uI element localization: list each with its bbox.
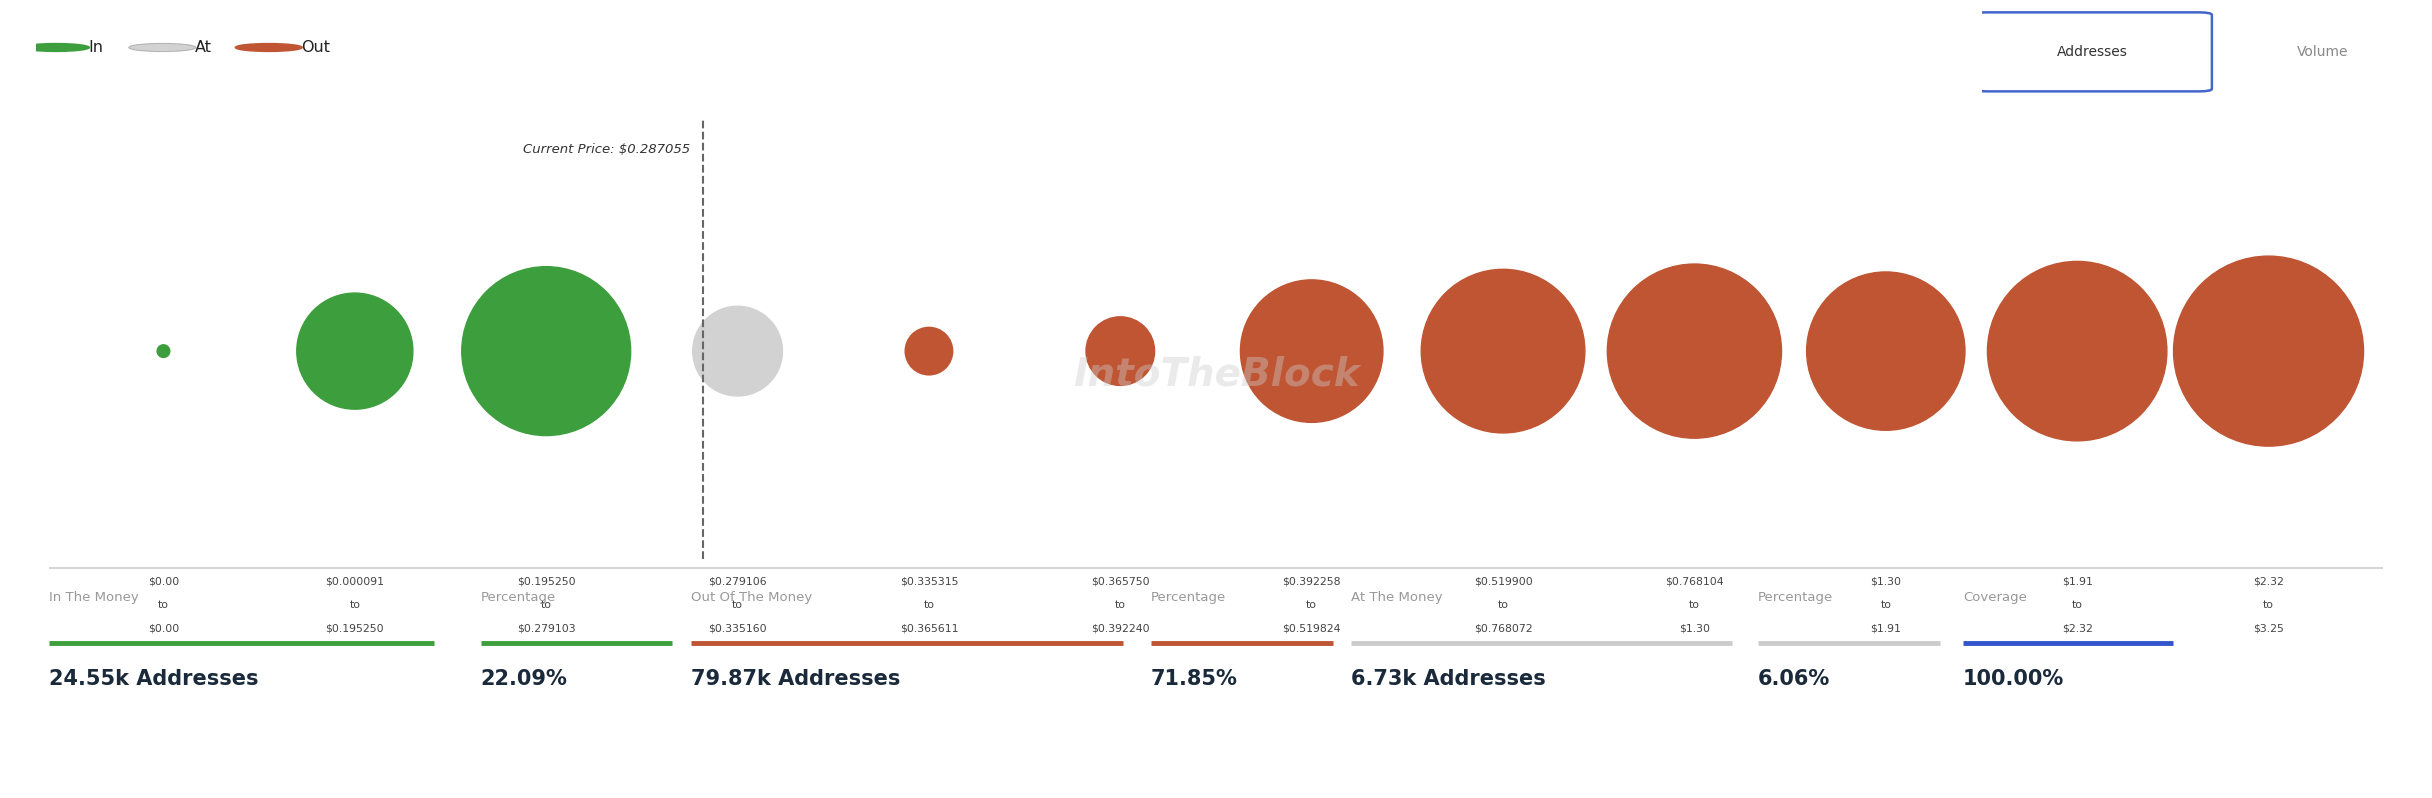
Text: $0.768072: $0.768072: [1474, 623, 1532, 633]
Ellipse shape: [297, 293, 413, 409]
Ellipse shape: [1087, 317, 1155, 385]
Ellipse shape: [1240, 280, 1384, 422]
Text: to: to: [540, 600, 552, 610]
Text: $0.195250: $0.195250: [326, 623, 384, 633]
Text: In: In: [88, 40, 102, 55]
Circle shape: [236, 44, 302, 51]
Text: Percentage: Percentage: [1150, 591, 1226, 604]
Text: $0.519900: $0.519900: [1474, 577, 1532, 587]
Text: $0.279103: $0.279103: [518, 623, 576, 633]
Text: $0.195250: $0.195250: [518, 577, 576, 587]
Text: $0.392258: $0.392258: [1282, 577, 1340, 587]
Ellipse shape: [1608, 264, 1783, 438]
Text: $0.000091: $0.000091: [326, 577, 384, 587]
Text: In The Money: In The Money: [49, 591, 139, 604]
Text: $0.335315: $0.335315: [900, 577, 958, 587]
Circle shape: [129, 44, 195, 51]
FancyBboxPatch shape: [1975, 13, 2213, 92]
Text: $0.279106: $0.279106: [708, 577, 766, 587]
Text: to: to: [924, 600, 934, 610]
Text: to: to: [1498, 600, 1508, 610]
Text: $0.768104: $0.768104: [1666, 577, 1724, 587]
Text: $0.392240: $0.392240: [1092, 623, 1150, 633]
Text: to: to: [1880, 600, 1892, 610]
Text: to: to: [158, 600, 168, 610]
Text: Volume: Volume: [2296, 45, 2349, 59]
Text: $0.519824: $0.519824: [1282, 623, 1340, 633]
Text: $3.25: $3.25: [2252, 623, 2284, 633]
Ellipse shape: [158, 345, 170, 358]
Text: Out: Out: [302, 40, 331, 55]
Ellipse shape: [1987, 262, 2167, 440]
Text: Out Of The Money: Out Of The Money: [691, 591, 812, 604]
Ellipse shape: [905, 327, 953, 375]
Text: $0.365750: $0.365750: [1092, 577, 1150, 587]
Text: $0.00: $0.00: [148, 623, 180, 633]
Text: 71.85%: 71.85%: [1150, 669, 1238, 689]
Ellipse shape: [693, 306, 783, 396]
Ellipse shape: [462, 267, 630, 436]
Text: Coverage: Coverage: [1963, 591, 2026, 604]
Text: Current Price: $0.287055: Current Price: $0.287055: [523, 143, 691, 156]
Circle shape: [22, 44, 90, 51]
Text: $1.91: $1.91: [2062, 577, 2092, 587]
Text: to: to: [2072, 600, 2082, 610]
Text: At: At: [195, 40, 212, 55]
Text: At The Money: At The Money: [1352, 591, 1442, 604]
Text: 100.00%: 100.00%: [1963, 669, 2065, 689]
Ellipse shape: [1420, 269, 1586, 433]
Text: $0.00: $0.00: [148, 577, 180, 587]
Text: $1.30: $1.30: [1870, 577, 1902, 587]
Text: $2.32: $2.32: [2252, 577, 2284, 587]
Text: to: to: [1114, 600, 1126, 610]
Text: Percentage: Percentage: [482, 591, 557, 604]
Text: $1.91: $1.91: [1870, 623, 1902, 633]
Text: 6.06%: 6.06%: [1758, 669, 1829, 689]
Text: $1.30: $1.30: [1678, 623, 1710, 633]
Text: 6.73k Addresses: 6.73k Addresses: [1352, 669, 1547, 689]
Text: to: to: [350, 600, 360, 610]
Ellipse shape: [1807, 272, 1965, 430]
Ellipse shape: [2174, 256, 2364, 446]
Text: Addresses: Addresses: [2057, 45, 2128, 59]
Text: to: to: [732, 600, 744, 610]
Text: to: to: [1306, 600, 1318, 610]
Text: $0.365611: $0.365611: [900, 623, 958, 633]
Text: Percentage: Percentage: [1758, 591, 1834, 604]
Text: to: to: [2264, 600, 2274, 610]
Text: IntoTheBlock: IntoTheBlock: [1073, 355, 1359, 393]
Text: 79.87k Addresses: 79.87k Addresses: [691, 669, 900, 689]
Text: 22.09%: 22.09%: [482, 669, 567, 689]
Text: 24.55k Addresses: 24.55k Addresses: [49, 669, 258, 689]
Text: $0.335160: $0.335160: [708, 623, 766, 633]
Text: $2.32: $2.32: [2062, 623, 2092, 633]
Text: to: to: [1688, 600, 1700, 610]
